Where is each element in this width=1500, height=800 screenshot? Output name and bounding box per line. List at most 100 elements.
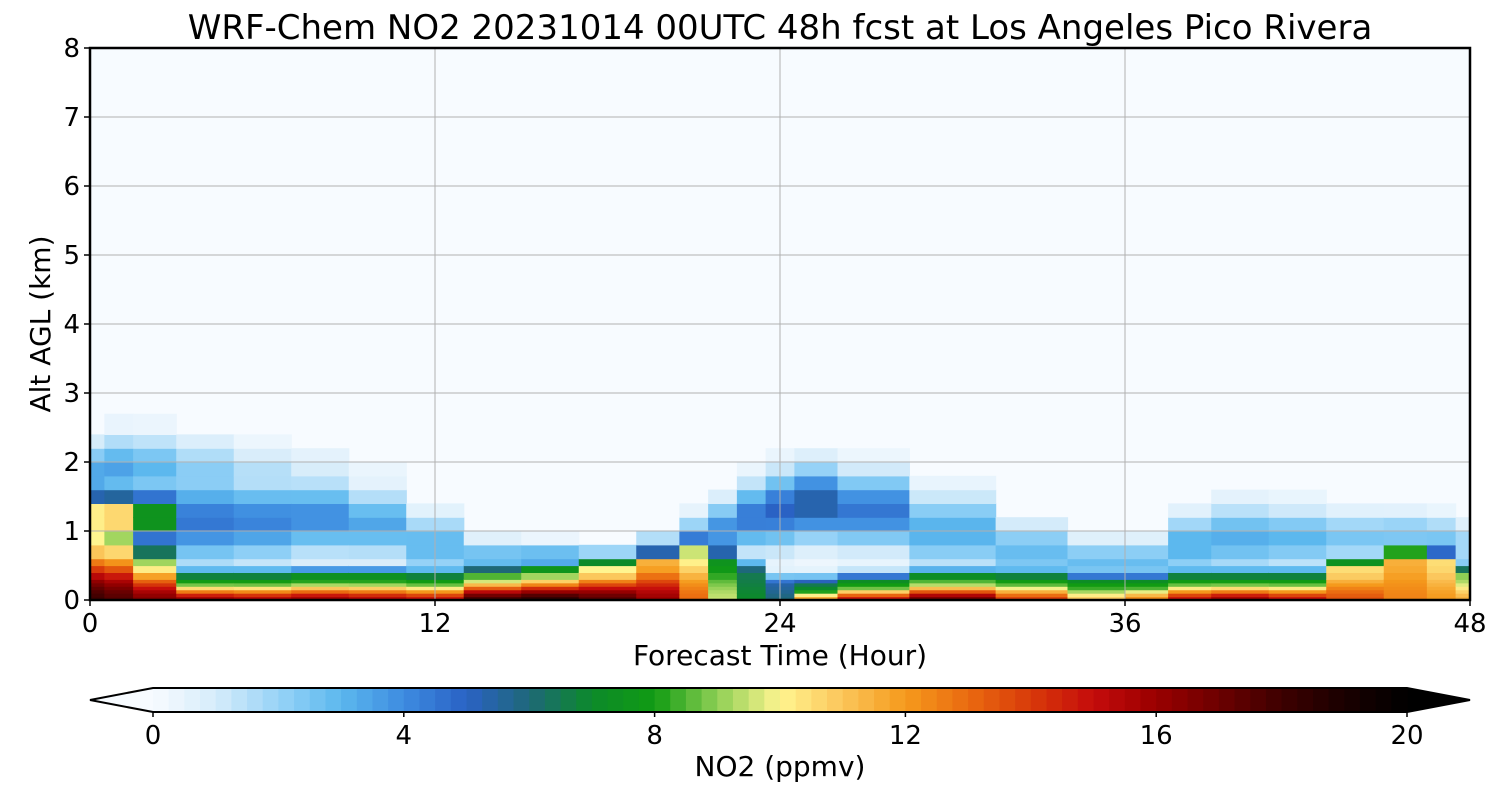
heatmap-cell: [1268, 558, 1327, 567]
heatmap-cell: [636, 531, 680, 546]
heatmap-cell: [794, 475, 839, 491]
heatmap-cell: [1211, 517, 1270, 532]
heatmap-cell: [133, 596, 177, 600]
heatmap-cell: [104, 572, 134, 580]
heatmap-cell: [679, 572, 709, 580]
heatmap-cell: [1168, 517, 1212, 532]
colorbar-swatch: [1203, 688, 1220, 712]
colorbar-tick-label: 4: [396, 721, 413, 751]
heatmap-cell: [1383, 558, 1428, 567]
heatmap-cell: [104, 503, 134, 518]
heatmap-cell: [291, 589, 350, 594]
heatmap-cell: [291, 579, 350, 584]
heatmap-cell: [578, 544, 637, 560]
colorbar-swatch: [748, 688, 765, 712]
y-tick-label: 6: [63, 172, 80, 202]
heatmap-cell: [794, 579, 839, 584]
heatmap-cell: [909, 596, 997, 600]
heatmap-cell: [909, 593, 997, 598]
heatmap-cell: [133, 517, 177, 532]
heatmap-cell: [1067, 531, 1126, 546]
colorbar-swatch: [591, 688, 609, 712]
heatmap-cell: [463, 586, 522, 591]
heatmap-cell: [90, 572, 105, 580]
heatmap-cell: [1455, 531, 1470, 546]
heatmap-cell: [104, 565, 134, 573]
heatmap-cell: [1211, 579, 1270, 584]
heatmap-cell: [348, 503, 407, 518]
heatmap-cell: [679, 586, 709, 591]
heatmap-cell: [104, 596, 134, 600]
chart-title: WRF-Chem NO2 20231014 00UTC 48h fcst at …: [188, 8, 1373, 48]
colorbar-swatch: [654, 688, 671, 712]
heatmap-cell: [104, 544, 134, 560]
heatmap-cell: [1268, 544, 1327, 560]
heatmap-cell: [521, 531, 580, 546]
heatmap-cell: [1211, 503, 1270, 518]
heatmap-cell: [176, 517, 235, 532]
colorbar-swatch: [356, 688, 373, 712]
heatmap-cell: [1383, 596, 1428, 600]
heatmap-cell: [348, 544, 407, 560]
heatmap-cell: [521, 572, 580, 580]
colorbar-swatch: [215, 688, 232, 712]
heatmap-cell: [176, 503, 235, 518]
heatmap-cell: [521, 558, 580, 567]
colorbar-swatch: [231, 688, 248, 712]
heatmap-cell: [736, 531, 767, 546]
heatmap-cell: [233, 596, 292, 600]
y-tick-label: 7: [63, 103, 80, 133]
heatmap-cell: [1326, 579, 1385, 584]
colorbar-swatch: [1109, 688, 1126, 712]
colorbar-swatch: [1077, 688, 1094, 712]
heatmap-cell: [636, 579, 680, 584]
y-tick-label: 3: [63, 379, 80, 409]
colorbar-swatch: [983, 688, 1000, 712]
y-tick-label: 4: [63, 310, 80, 340]
colorbar-swatch: [780, 688, 797, 712]
heatmap-cell: [995, 544, 1069, 560]
heatmap-cell: [90, 544, 105, 560]
x-tick-label: 12: [418, 609, 451, 639]
colorbar-swatch: [1281, 688, 1298, 712]
heatmap-cells: [90, 413, 1470, 600]
heatmap-cell: [1383, 572, 1428, 580]
colorbar-swatch: [999, 688, 1016, 712]
colorbar-swatch: [921, 688, 938, 712]
colorbar-swatch: [576, 688, 593, 712]
heatmap-cell: [1426, 565, 1457, 573]
heatmap-cell: [1326, 586, 1385, 591]
colorbar-swatch: [466, 688, 483, 712]
heatmap-cell: [794, 503, 839, 518]
heatmap-cell: [176, 586, 235, 591]
heatmap-cell: [521, 596, 580, 600]
heatmap-cell: [1326, 531, 1385, 546]
colorbar-swatch: [1359, 688, 1377, 712]
heatmap-cell: [463, 565, 522, 573]
heatmap-cell: [521, 582, 580, 587]
heatmap-cell: [133, 413, 177, 435]
heatmap-cell: [837, 579, 910, 584]
colorbar-swatch: [168, 688, 185, 712]
heatmap-cell: [1268, 596, 1327, 600]
heatmap-cell: [578, 565, 637, 573]
heatmap-cell: [463, 593, 522, 598]
heatmap-cell: [736, 503, 767, 518]
heatmap-cell: [679, 544, 709, 560]
heatmap-cell: [578, 596, 637, 600]
colorbar-swatch: [372, 688, 389, 712]
heatmap-cell: [521, 586, 580, 591]
heatmap-cell: [176, 596, 235, 600]
heatmap-cell: [233, 582, 292, 587]
heatmap-cell: [90, 462, 105, 477]
colorbar-swatch: [811, 688, 828, 712]
heatmap-cell: [1125, 593, 1169, 598]
heatmap-cell: [1067, 582, 1126, 587]
heatmap-cell: [1067, 572, 1126, 580]
heatmap-cell: [133, 565, 177, 573]
heatmap-cell: [679, 579, 709, 584]
heatmap-cell: [837, 593, 910, 598]
heatmap-cell: [348, 565, 407, 573]
heatmap-cell: [521, 565, 580, 573]
heatmap-cell: [708, 489, 738, 504]
